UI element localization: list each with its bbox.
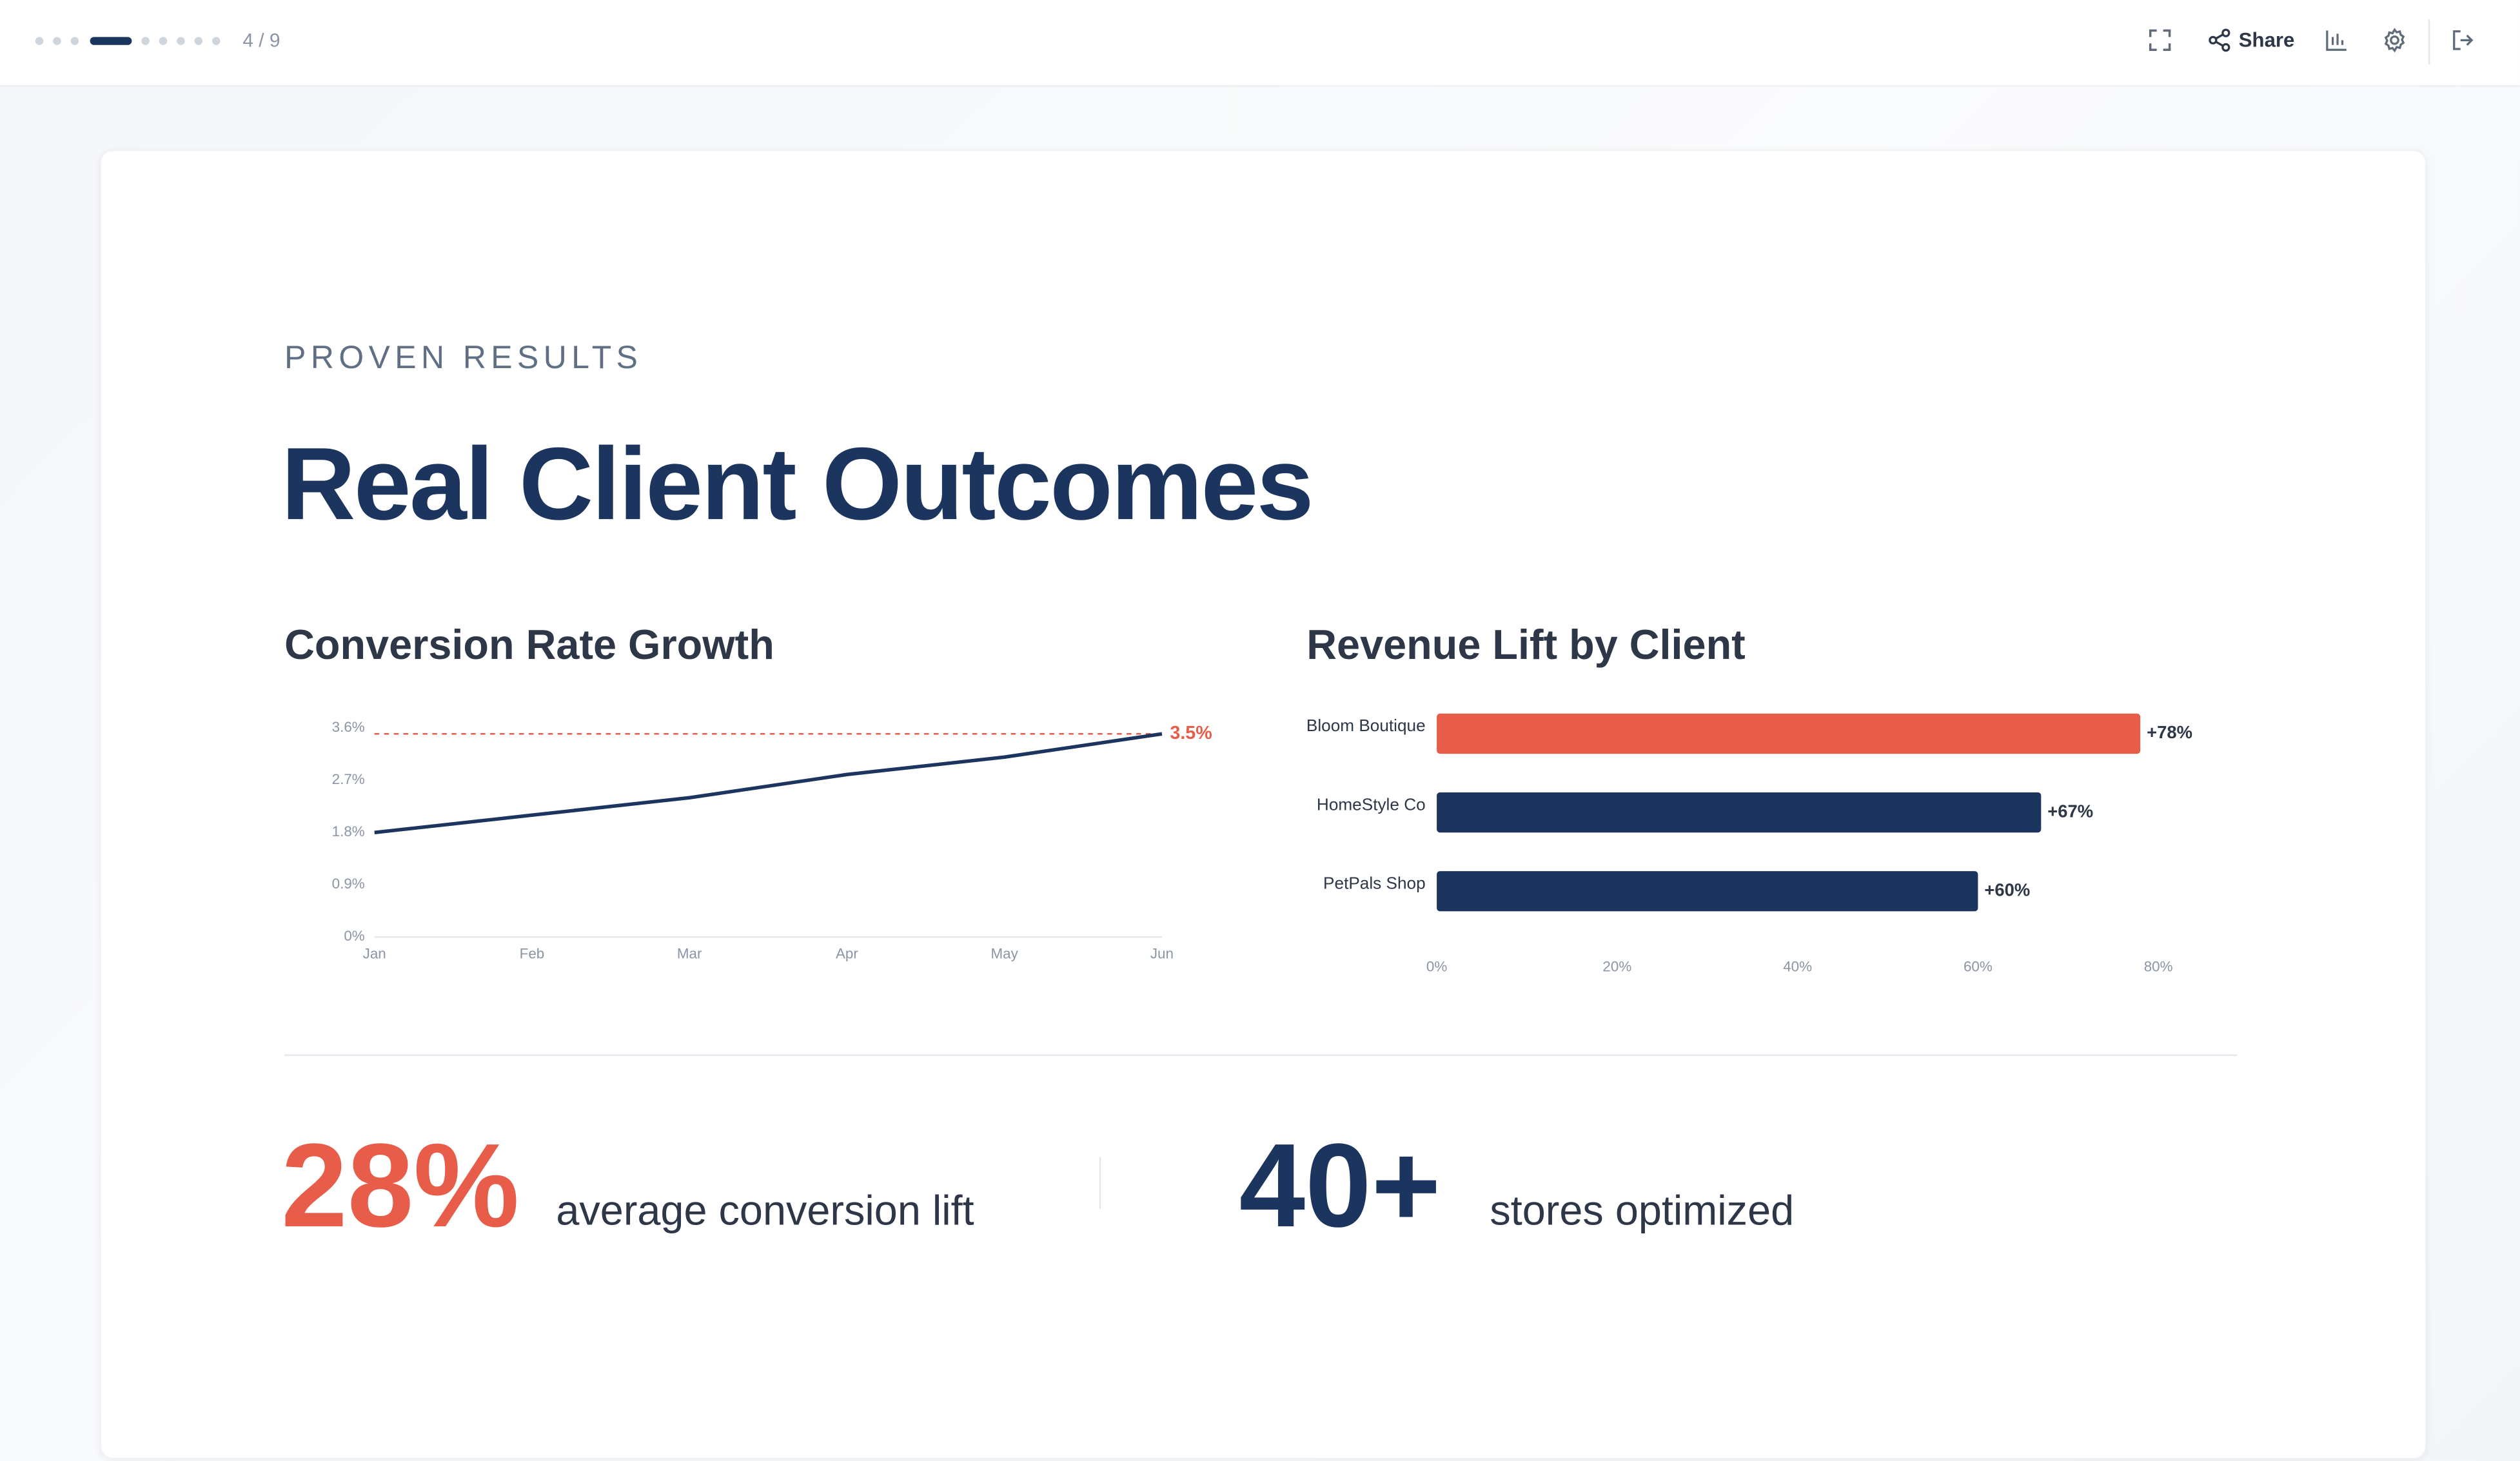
x-tick-label: Apr [836, 946, 858, 962]
chart-title: Revenue Lift by Client [1306, 620, 1746, 669]
bar [1437, 792, 2042, 833]
stat-label: average conversion lift [556, 1186, 974, 1235]
y-tick-label: 3.6% [332, 719, 365, 735]
x-tick-label: 40% [1783, 959, 1812, 975]
x-tick-label: Jan [363, 946, 386, 962]
x-tick-label: 20% [1602, 959, 1631, 975]
slide-title: Real Client Outcomes [281, 426, 1314, 542]
exit-button[interactable] [2449, 27, 2475, 53]
x-tick-label: 80% [2144, 959, 2173, 975]
value-label: +67% [2047, 801, 2093, 821]
progress-dot[interactable] [212, 37, 221, 45]
progress-dot[interactable] [159, 37, 168, 45]
progress-dot[interactable] [177, 37, 185, 45]
progress-text: 4 / 9 [242, 28, 281, 52]
divider [2428, 19, 2430, 64]
x-tick-label: 60% [1964, 959, 1993, 975]
toolbar: 4 / 9 Share [0, 0, 2520, 87]
stat-value: 28% [281, 1118, 520, 1252]
progress-dot[interactable] [70, 37, 79, 45]
divider [1099, 1157, 1101, 1209]
x-tick-label: May [991, 946, 1019, 962]
category-label: PetPals Shop [1323, 873, 1426, 893]
x-tick-label: Mar [677, 946, 702, 962]
line-series [374, 732, 1163, 834]
y-tick-label: 0.9% [332, 876, 365, 892]
divider [284, 1054, 2238, 1056]
eyebrow: PROVEN RESULTS [284, 340, 643, 377]
share-button[interactable]: Share [2238, 28, 2295, 52]
bar [1437, 713, 2141, 754]
progress-dot[interactable] [35, 37, 44, 45]
progress-dot[interactable] [141, 37, 150, 45]
x-tick-label: Feb [520, 946, 545, 962]
y-tick-label: 0% [344, 928, 364, 944]
progress-current[interactable] [90, 37, 132, 45]
y-tick-label: 2.7% [332, 771, 365, 787]
progress-dot[interactable] [53, 37, 61, 45]
fullscreen-button[interactable] [2147, 27, 2173, 53]
x-tick-label: Jun [1150, 946, 1174, 962]
bar [1437, 871, 1978, 912]
y-tick-label: 1.8% [332, 823, 365, 839]
category-label: HomeStyle Co [1316, 794, 1426, 814]
stat-label: stores optimized [1490, 1186, 1795, 1235]
analytics-button[interactable] [2324, 27, 2350, 53]
progress-dot[interactable] [194, 37, 203, 45]
chart-title: Conversion Rate Growth [284, 620, 774, 669]
value-label: +78% [2147, 722, 2192, 742]
x-tick-label: 0% [1426, 959, 1447, 975]
share-icon[interactable] [2207, 27, 2232, 53]
category-label: Bloom Boutique [1306, 716, 1426, 736]
value-label: +60% [1984, 879, 2030, 899]
stat-value: 40+ [1239, 1118, 1441, 1252]
target-label: 3.5% [1170, 723, 1212, 743]
settings-button[interactable] [2382, 27, 2408, 53]
